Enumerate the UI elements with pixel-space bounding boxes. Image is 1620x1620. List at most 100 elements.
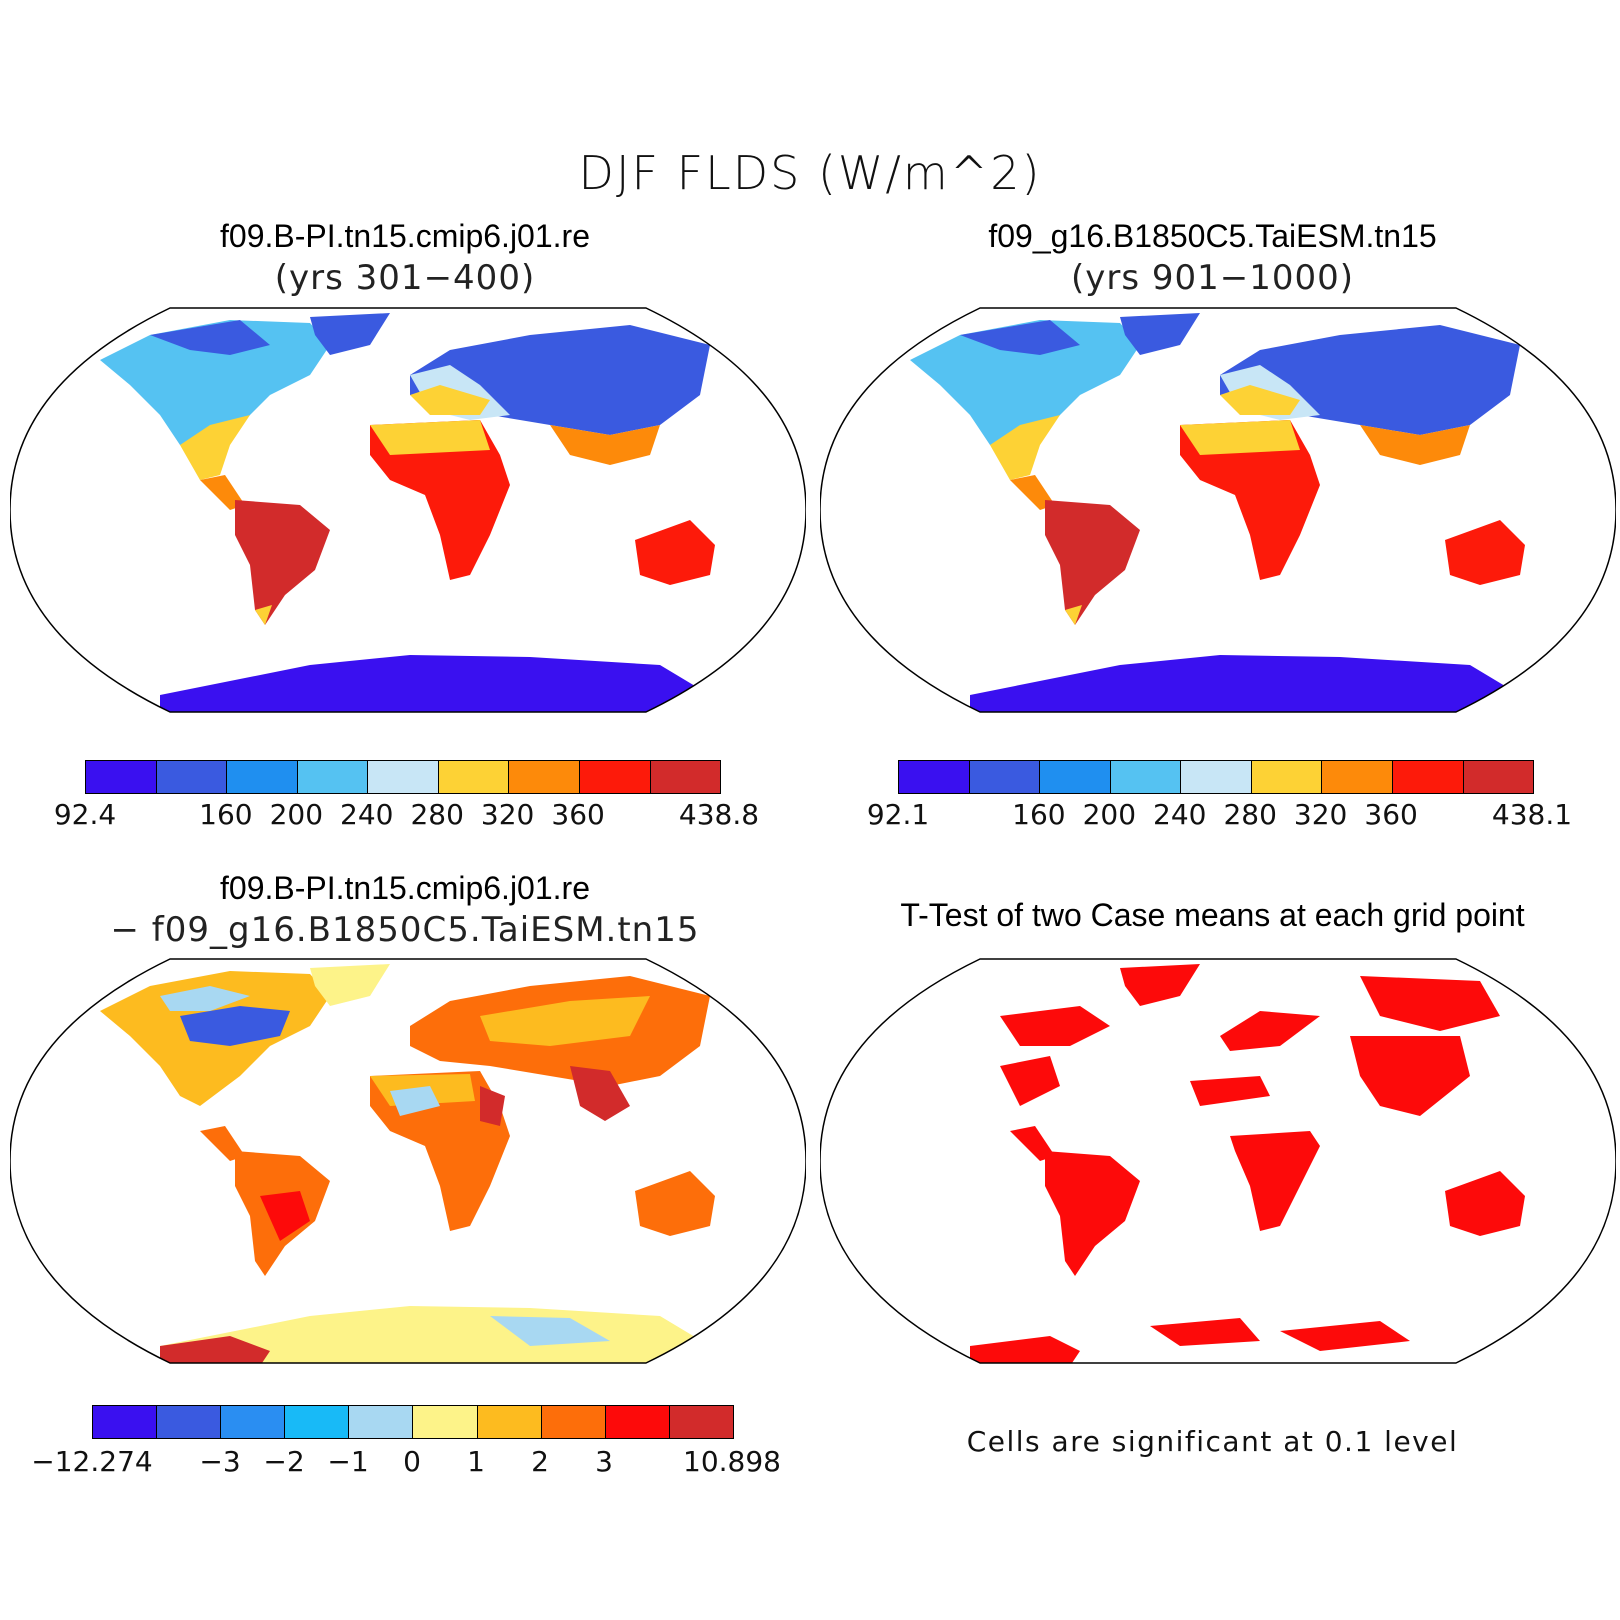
colorbar-cell <box>509 761 580 793</box>
sahara-region <box>370 420 490 455</box>
siberia-region <box>480 996 650 1046</box>
colorbar-label: 240 <box>1153 798 1207 831</box>
horn-of-africa-region <box>480 1086 505 1126</box>
significant-area <box>1360 976 1500 1031</box>
colorbar-cell <box>899 761 970 793</box>
colorbar-label: 200 <box>269 798 324 831</box>
antarctica-region <box>970 655 1520 712</box>
colorbar-cell <box>969 761 1041 793</box>
colorbar-cell <box>1463 761 1534 793</box>
greenland-region <box>310 964 390 1006</box>
map-border <box>10 307 806 713</box>
colorbar-label: −1 <box>327 1445 369 1478</box>
significant-area <box>1445 1171 1525 1236</box>
significant-area <box>970 1336 1080 1363</box>
colorbar-cell <box>1181 761 1252 793</box>
india-region <box>570 1066 630 1121</box>
significant-area <box>1280 1321 1410 1351</box>
significant-area <box>1190 1076 1270 1106</box>
panel1-colorbar <box>85 760 721 794</box>
colorbar-cell <box>227 761 298 793</box>
antarctica-negative-region <box>490 1316 610 1346</box>
panel1-title: f09.B-PI.tn15.cmip6.j01.re <box>220 218 590 254</box>
panel2-colorbar <box>898 760 1534 794</box>
colorbar-label: 3 <box>595 1445 613 1478</box>
antarctica-region <box>160 655 710 712</box>
colorbar-label: 2 <box>531 1445 549 1478</box>
colorbar-label: 200 <box>1082 798 1137 831</box>
central-america-region <box>1010 475 1055 510</box>
panel1-subtitle: (yrs 301−400) <box>274 258 536 298</box>
significant-area <box>1000 1056 1060 1106</box>
colorbar-cell <box>349 1406 414 1438</box>
us-south-region <box>990 415 1060 480</box>
map-border <box>820 307 1616 713</box>
colorbar-cell <box>285 1406 350 1438</box>
arctic-canada-region <box>150 320 270 355</box>
panel4-title: T-Test of two Case means at each grid po… <box>900 897 1525 933</box>
mediterranean-region <box>410 385 490 415</box>
significant-area <box>1000 1006 1110 1046</box>
colorbar-cell <box>477 1406 542 1438</box>
panel4-map <box>820 958 1616 1364</box>
panel3-subtitle: − f09_g16.B1850C5.TaiESM.tn15 <box>110 910 700 950</box>
colorbar-label: 438.1 <box>1491 798 1573 831</box>
south-america-region <box>235 500 330 625</box>
colorbar-cell <box>368 761 439 793</box>
colorbar-cell <box>1110 761 1182 793</box>
map-border <box>10 958 806 1364</box>
central-america-region <box>200 475 245 510</box>
africa-region <box>370 420 510 580</box>
mediterranean-region <box>1220 385 1300 415</box>
colorbar-label: −2 <box>263 1445 305 1478</box>
significant-area <box>1220 1011 1320 1051</box>
australia-region <box>635 520 715 585</box>
patagonia-region <box>255 605 272 625</box>
colorbar-cell <box>1322 761 1393 793</box>
colorbar-label: 320 <box>1293 798 1348 831</box>
colorbar-label: 360 <box>551 798 605 831</box>
colorbar-label: 438.8 <box>678 798 760 831</box>
panel2-map <box>820 307 1616 713</box>
significant-area <box>1010 1126 1055 1161</box>
panel2-title: f09_g16.B1850C5.TaiESM.tn15 <box>988 218 1437 254</box>
significant-area <box>1045 1151 1140 1276</box>
colorbar-label: −3 <box>199 1445 241 1478</box>
patagonia-region <box>1065 605 1082 625</box>
colorbar-label: 160 <box>1012 798 1066 831</box>
colorbar-cell <box>86 761 157 793</box>
sahara-region <box>1180 420 1300 455</box>
colorbar-cell <box>93 1406 158 1438</box>
colorbar-label: 280 <box>1223 798 1277 831</box>
panel3-colorbar <box>92 1405 734 1439</box>
west-africa-negative-region <box>390 1086 440 1116</box>
panel3-title: f09.B-PI.tn15.cmip6.j01.re <box>220 870 590 906</box>
africa-region <box>1180 420 1320 580</box>
colorbar-cell <box>438 761 510 793</box>
panel2-subtitle: (yrs 901−1000) <box>1070 258 1355 298</box>
colorbar-cell <box>297 761 369 793</box>
colorbar-cell <box>650 761 721 793</box>
panel1-map <box>10 307 806 713</box>
north-america-region <box>910 320 1140 455</box>
south-asia-region <box>1360 425 1470 465</box>
colorbar-label: 92.4 <box>53 798 117 831</box>
us-south-region <box>180 415 250 480</box>
colorbar-label: 92.1 <box>866 798 930 831</box>
colorbar-label: 360 <box>1364 798 1418 831</box>
australia-region <box>1445 520 1525 585</box>
significant-area <box>1350 1036 1470 1116</box>
colorbar-label: 1 <box>467 1445 485 1478</box>
colorbar-cell <box>669 1406 733 1438</box>
colorbar-cell <box>413 1406 478 1438</box>
antarctica-positive-region <box>160 1336 270 1363</box>
arctic-canada-region <box>960 320 1080 355</box>
map-border <box>820 958 1616 1364</box>
colorbar-label: 10.898 <box>683 1445 781 1478</box>
arctic-region <box>160 986 250 1011</box>
colorbar-cell <box>156 761 228 793</box>
colorbar-label: 280 <box>410 798 464 831</box>
colorbar-cell <box>1251 761 1323 793</box>
south-america-south-region <box>260 1191 310 1241</box>
colorbar-label: 240 <box>340 798 394 831</box>
